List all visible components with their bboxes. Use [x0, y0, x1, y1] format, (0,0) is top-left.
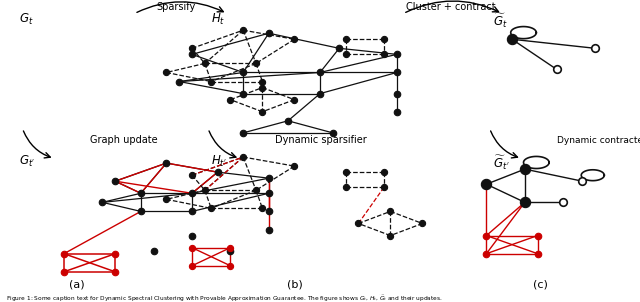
- Point: [385, 209, 396, 214]
- Point: [392, 109, 402, 114]
- Point: [238, 28, 248, 33]
- Text: Figure 1: Some caption text for Dynamic Spectral Clustering with Provable Approx: Figure 1: Some caption text for Dynamic …: [6, 294, 443, 302]
- Point: [520, 200, 530, 205]
- Point: [110, 269, 120, 274]
- Point: [174, 79, 184, 84]
- Point: [532, 251, 543, 256]
- Point: [590, 46, 600, 51]
- Text: $H_t$: $H_t$: [211, 12, 225, 27]
- Point: [200, 61, 210, 66]
- Point: [315, 70, 325, 75]
- Point: [283, 118, 293, 123]
- Point: [187, 245, 197, 250]
- Point: [257, 206, 268, 211]
- Point: [507, 37, 517, 42]
- Point: [334, 46, 344, 51]
- Point: [161, 161, 172, 165]
- Point: [552, 67, 562, 72]
- Point: [97, 200, 108, 205]
- Point: [257, 85, 268, 90]
- Point: [379, 170, 389, 175]
- Point: [238, 130, 248, 135]
- Text: $H_{t^\prime}$: $H_{t^\prime}$: [211, 154, 227, 169]
- Point: [257, 109, 268, 114]
- Point: [289, 97, 300, 102]
- Point: [264, 191, 274, 196]
- Point: [340, 52, 351, 57]
- Point: [225, 245, 236, 250]
- Point: [417, 221, 428, 226]
- Text: $\widetilde{G}_t$: $\widetilde{G}_t$: [493, 12, 508, 30]
- Point: [148, 248, 159, 253]
- Point: [161, 70, 172, 75]
- Point: [206, 206, 216, 211]
- Text: Dynamic contracted graph: Dynamic contracted graph: [557, 136, 640, 145]
- Point: [212, 170, 223, 175]
- Point: [392, 91, 402, 96]
- Point: [136, 191, 146, 196]
- Point: [264, 176, 274, 181]
- Point: [238, 70, 248, 75]
- Point: [110, 179, 120, 184]
- Point: [481, 233, 492, 238]
- Point: [264, 227, 274, 232]
- Point: [392, 52, 402, 57]
- Point: [481, 251, 492, 256]
- Point: [225, 248, 236, 253]
- Point: [264, 31, 274, 36]
- Text: $G_{t^\prime}$: $G_{t^\prime}$: [19, 154, 36, 169]
- Point: [251, 61, 261, 66]
- Point: [257, 79, 268, 84]
- Point: [577, 179, 588, 184]
- Point: [238, 91, 248, 96]
- Point: [187, 233, 197, 238]
- Point: [238, 155, 248, 159]
- Text: $\widetilde{G}_{t^\prime}$: $\widetilde{G}_{t^\prime}$: [493, 154, 509, 172]
- Point: [340, 37, 351, 42]
- Point: [289, 164, 300, 169]
- Point: [481, 182, 492, 187]
- Point: [340, 170, 351, 175]
- Point: [136, 209, 146, 214]
- Point: [340, 185, 351, 190]
- Point: [187, 263, 197, 268]
- Text: (c): (c): [533, 280, 548, 290]
- Point: [385, 233, 396, 238]
- Point: [206, 79, 216, 84]
- Text: $G_t$: $G_t$: [19, 12, 34, 27]
- Point: [379, 185, 389, 190]
- Text: Graph update: Graph update: [90, 135, 157, 146]
- Text: (b): (b): [287, 280, 302, 290]
- Point: [161, 197, 172, 202]
- Point: [187, 46, 197, 51]
- Text: Cluster + contract: Cluster + contract: [406, 2, 496, 11]
- Point: [315, 91, 325, 96]
- Point: [59, 251, 69, 256]
- Text: Sparsify: Sparsify: [156, 2, 196, 11]
- Point: [328, 130, 338, 135]
- Point: [379, 52, 389, 57]
- Point: [225, 97, 236, 102]
- Point: [59, 269, 69, 274]
- Point: [264, 209, 274, 214]
- Text: (a): (a): [69, 280, 84, 290]
- Point: [379, 37, 389, 42]
- Point: [110, 251, 120, 256]
- Point: [225, 263, 236, 268]
- Point: [187, 191, 197, 196]
- Point: [289, 37, 300, 42]
- Point: [187, 52, 197, 57]
- Text: Dynamic sparsifier: Dynamic sparsifier: [275, 135, 367, 146]
- Point: [187, 209, 197, 214]
- Point: [200, 188, 210, 193]
- Point: [532, 233, 543, 238]
- Point: [392, 70, 402, 75]
- Point: [558, 200, 568, 205]
- Point: [520, 167, 530, 172]
- Point: [353, 221, 364, 226]
- Point: [251, 188, 261, 193]
- Point: [187, 173, 197, 178]
